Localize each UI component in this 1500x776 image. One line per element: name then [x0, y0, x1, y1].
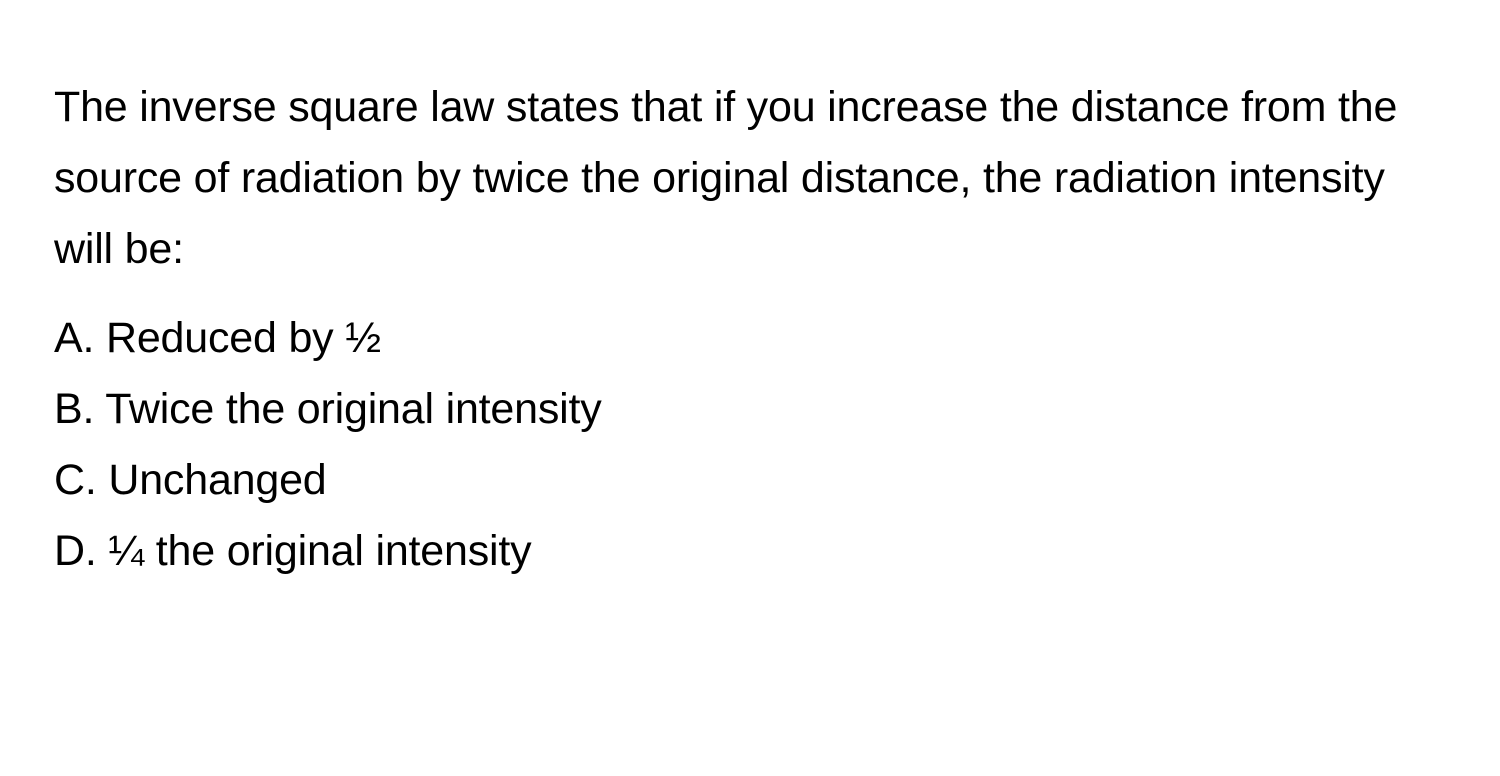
option-label: D. [54, 527, 97, 575]
option-d: D. ¼ the original intensity [54, 516, 1446, 587]
option-a: A. Reduced by ½ [54, 303, 1446, 374]
option-label: B. [54, 385, 94, 433]
option-text: ¼ the original intensity [108, 527, 531, 575]
option-text: Unchanged [108, 456, 326, 504]
option-b: B. Twice the original intensity [54, 374, 1446, 445]
option-label: C. [54, 456, 97, 504]
option-label: A. [54, 314, 94, 362]
question-stem: The inverse square law states that if yo… [54, 72, 1446, 285]
option-text: Reduced by ½ [106, 314, 381, 362]
option-text: Twice the original intensity [105, 385, 601, 433]
option-c: C. Unchanged [54, 445, 1446, 516]
question-container: The inverse square law states that if yo… [54, 72, 1446, 587]
